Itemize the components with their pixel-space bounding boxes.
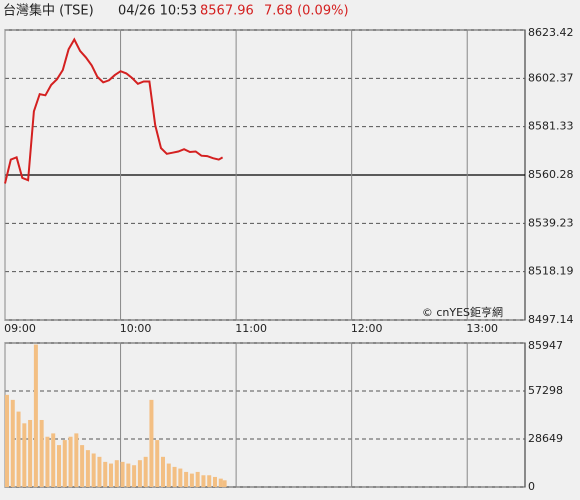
volume-bar	[5, 394, 9, 487]
volume-bar	[184, 471, 189, 487]
volume-bar	[189, 473, 194, 487]
volume-bar	[33, 344, 38, 487]
y-tick-label: 8560.28	[528, 168, 574, 181]
y-tick-label: 85947	[528, 339, 563, 352]
volume-bar	[137, 460, 142, 487]
volume-bar	[126, 463, 131, 487]
y-tick-label: 8602.37	[528, 71, 574, 84]
volume-bar	[155, 440, 160, 487]
volume-bar	[51, 433, 56, 487]
volume-bar	[57, 445, 61, 487]
index-name: 台灣集中 (TSE)	[3, 3, 94, 19]
volume-bar	[28, 419, 33, 487]
volume-bar	[178, 468, 183, 487]
volume-bar	[74, 433, 79, 487]
volume-bar	[222, 480, 227, 487]
volume-bar	[172, 466, 177, 487]
x-tick-label: 10:00	[120, 322, 152, 335]
volume-bar	[218, 478, 223, 487]
volume-bar	[166, 463, 171, 487]
volume-bar	[85, 450, 90, 487]
volume-bar	[201, 475, 206, 487]
y-tick-label: 0	[528, 480, 535, 493]
volume-bar	[120, 461, 125, 487]
y-tick-label: 8518.19	[528, 265, 574, 278]
volume-bar	[114, 460, 119, 487]
x-tick-label: 11:00	[235, 322, 267, 335]
y-tick-label: 8581.33	[528, 120, 574, 133]
timestamp: 04/26 10:53	[118, 4, 197, 19]
y-tick-label: 28649	[528, 432, 563, 445]
y-tick-label: 8539.23	[528, 216, 574, 229]
volume-bar	[22, 423, 27, 487]
change: 7.68 (0.09%)	[264, 4, 349, 19]
volume-bar	[109, 463, 113, 487]
volume-bar	[161, 456, 165, 487]
volume-bar	[149, 399, 154, 487]
volume-bar	[132, 465, 137, 487]
x-tick-label: 13:00	[466, 322, 498, 335]
volume-bar	[103, 461, 108, 487]
volume-bar	[213, 476, 217, 487]
volume-bar	[62, 440, 67, 487]
volume-bar	[10, 399, 15, 487]
price: 8567.96	[200, 4, 254, 19]
volume-bar	[45, 436, 50, 487]
volume-bar	[39, 419, 44, 487]
watermark: © cnYES鉅亨網	[422, 305, 503, 319]
volume-bar	[97, 456, 102, 487]
volume-bar	[91, 453, 96, 487]
volume-bar	[68, 436, 73, 487]
volume-bar	[207, 475, 212, 487]
volume-bar	[143, 456, 148, 487]
price-line	[4, 37, 224, 184]
x-tick-label: 09:00	[4, 322, 36, 335]
volume-bar	[195, 471, 200, 487]
x-tick-label: 12:00	[351, 322, 383, 335]
y-tick-label: 8497.14	[528, 313, 574, 326]
volume-bar	[16, 411, 21, 487]
y-tick-label: 57298	[528, 384, 563, 397]
y-tick-label: 8623.42	[528, 26, 574, 39]
volume-bar	[80, 445, 85, 487]
